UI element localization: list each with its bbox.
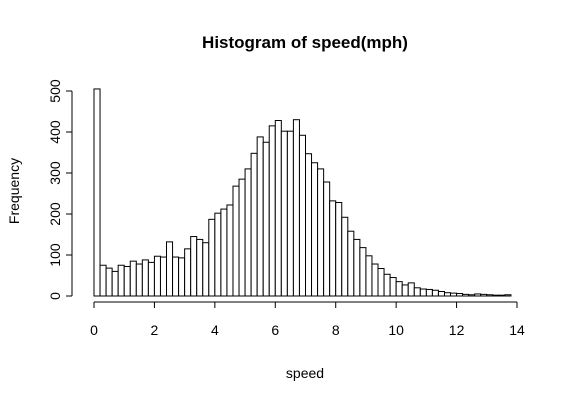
histogram-bar bbox=[480, 293, 488, 297]
histogram-bar bbox=[184, 248, 192, 297]
histogram-bar bbox=[365, 255, 373, 297]
histogram-bar bbox=[498, 294, 506, 297]
histogram-bar bbox=[250, 152, 258, 297]
histogram-bar bbox=[147, 261, 155, 297]
histogram-bar bbox=[407, 282, 415, 297]
histogram-bar bbox=[274, 120, 282, 297]
histogram-bar bbox=[377, 268, 385, 297]
histogram-bar bbox=[238, 178, 246, 297]
chart-title: Histogram of speed(mph) bbox=[202, 33, 408, 52]
y-axis-label: Frequency bbox=[6, 158, 22, 224]
x-tick-label: 10 bbox=[388, 322, 404, 338]
histogram-bar bbox=[468, 294, 476, 297]
histogram-bar bbox=[419, 288, 427, 297]
y-tick-label: 500 bbox=[47, 79, 63, 103]
histogram-bar bbox=[492, 294, 500, 297]
histogram-bar bbox=[226, 204, 234, 297]
histogram-bar bbox=[280, 130, 288, 297]
histogram-bar bbox=[172, 256, 180, 297]
histogram-bar bbox=[359, 247, 367, 297]
x-tick-label: 2 bbox=[151, 322, 159, 338]
x-tick-label: 12 bbox=[449, 322, 465, 338]
y-tick-label: 200 bbox=[47, 202, 63, 226]
histogram-bar bbox=[208, 218, 216, 297]
histogram-bar bbox=[431, 289, 439, 297]
histogram-bar bbox=[474, 293, 482, 297]
histogram-bar bbox=[305, 153, 313, 297]
histogram-bar bbox=[413, 287, 421, 297]
histogram-bar bbox=[371, 263, 379, 297]
histogram-bar bbox=[93, 88, 101, 297]
histogram-bar bbox=[178, 257, 186, 297]
x-tick-label: 0 bbox=[90, 322, 98, 338]
histogram-bar bbox=[232, 185, 240, 297]
bars-group bbox=[93, 88, 512, 297]
histogram-bar bbox=[341, 216, 349, 297]
histogram-bar bbox=[504, 294, 512, 297]
histogram-bar bbox=[347, 230, 355, 297]
histogram-bar bbox=[395, 281, 403, 297]
histogram-bar bbox=[105, 267, 113, 297]
histogram-bar bbox=[99, 264, 107, 297]
histogram-bar bbox=[443, 292, 452, 297]
y-axis: 0 100 200 300 400 500 bbox=[47, 79, 73, 300]
y-tick-label: 100 bbox=[47, 243, 63, 267]
histogram-bar bbox=[292, 119, 300, 297]
histogram-bar bbox=[335, 202, 343, 297]
y-tick-label: 300 bbox=[47, 161, 63, 185]
histogram-bar bbox=[311, 162, 319, 297]
histogram-bar bbox=[323, 181, 331, 297]
histogram-bar bbox=[317, 168, 325, 297]
histogram-bar bbox=[220, 208, 228, 297]
histogram-bar bbox=[256, 136, 264, 297]
histogram-bar bbox=[117, 264, 125, 297]
histogram-bar bbox=[196, 238, 204, 297]
histogram-bar bbox=[214, 212, 222, 297]
histogram-bar bbox=[111, 270, 119, 297]
histogram-bar bbox=[244, 168, 252, 297]
histogram-bar bbox=[262, 141, 270, 297]
histogram-bar bbox=[486, 294, 494, 297]
x-tick-label: 6 bbox=[271, 322, 279, 338]
histogram-bar bbox=[129, 260, 137, 297]
histogram-bar bbox=[123, 265, 131, 297]
x-axis: 0 2 4 6 8 10 12 14 bbox=[90, 301, 525, 338]
histogram-bar bbox=[190, 236, 198, 297]
x-tick-label: 14 bbox=[509, 322, 525, 338]
histogram-bar bbox=[268, 125, 276, 297]
histogram-bar bbox=[425, 288, 433, 297]
x-axis-label: speed bbox=[286, 365, 324, 381]
y-tick-label: 400 bbox=[47, 120, 63, 144]
histogram-bar bbox=[298, 134, 306, 297]
histogram-bar bbox=[383, 273, 391, 297]
histogram-bar bbox=[153, 255, 161, 297]
histogram-bar bbox=[159, 256, 168, 297]
histogram-bar bbox=[450, 292, 458, 297]
histogram-bar bbox=[462, 293, 470, 297]
histogram-bar bbox=[202, 242, 210, 297]
y-tick-label: 0 bbox=[47, 292, 63, 300]
histogram-bar bbox=[135, 263, 143, 297]
x-tick-label: 8 bbox=[332, 322, 340, 338]
histogram-bar bbox=[437, 290, 445, 297]
histogram-bar bbox=[166, 241, 174, 297]
x-tick-label: 4 bbox=[211, 322, 219, 338]
histogram-bar bbox=[286, 130, 294, 297]
histogram-bar bbox=[329, 200, 337, 297]
histogram-bar bbox=[401, 284, 409, 297]
histogram-bar bbox=[141, 259, 149, 297]
histogram-bar bbox=[353, 238, 361, 297]
histogram-bar bbox=[389, 277, 397, 297]
histogram-bar bbox=[456, 293, 464, 297]
